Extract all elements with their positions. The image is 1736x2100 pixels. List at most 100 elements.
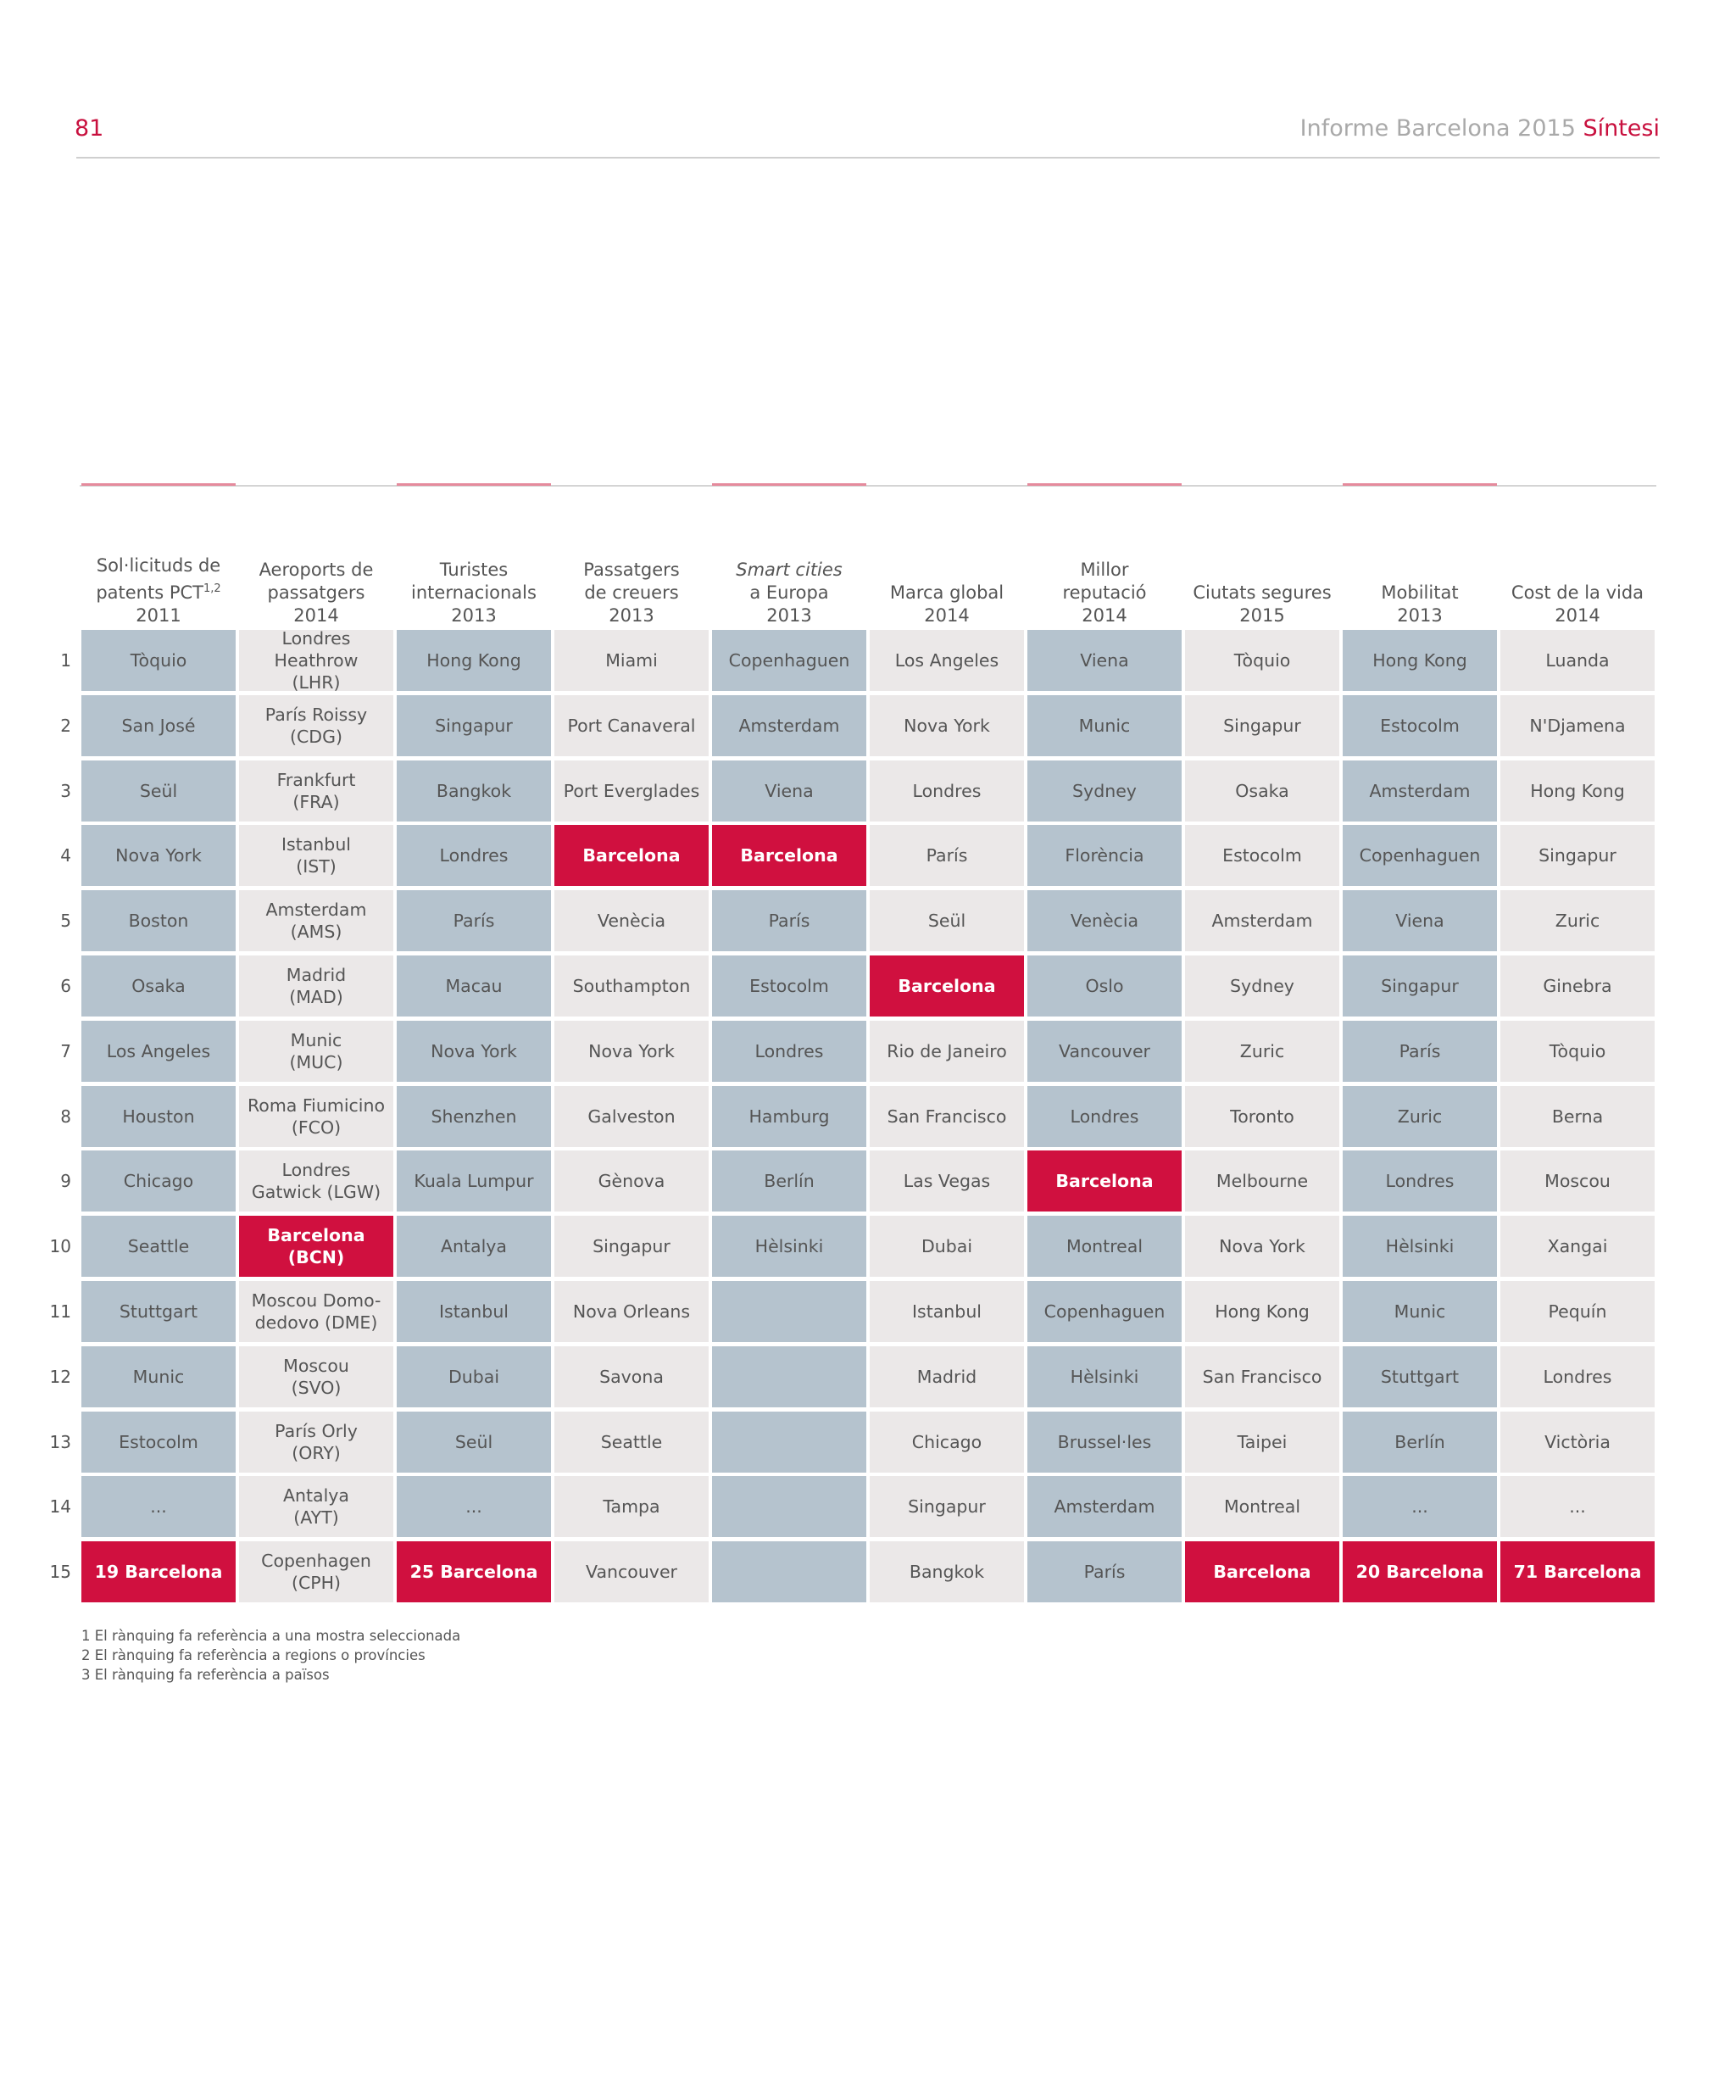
table-cell: Tòquio [1500, 1020, 1655, 1082]
table-cell: Dubai [397, 1345, 551, 1407]
column-header-year: 2011 [136, 605, 181, 626]
table-cell [712, 1476, 866, 1538]
column-header: Sol·licituds de patents PCT1,2 2011 [81, 543, 236, 627]
column-header-year: 2014 [1082, 605, 1127, 626]
highlight-cell-barcelona: 71 Barcelona [1500, 1541, 1655, 1603]
table-cell: Stuttgart [1343, 1345, 1497, 1407]
footnote-ref: 1,2 [203, 582, 221, 595]
column-header-line: patents PCT1,2 [96, 582, 221, 603]
table-cell: Venècia [554, 890, 709, 952]
table-cell: Londres [870, 760, 1024, 822]
table-cell: Seül [397, 1411, 551, 1473]
table-cell: Shenzhen [397, 1085, 551, 1147]
table-cell: Antalya (AYT) [239, 1476, 393, 1538]
column-header: Turistes internacionals 2013 [397, 543, 551, 627]
table-cell: Boston [81, 890, 236, 952]
table-cell: Venècia [1027, 890, 1182, 952]
row-number: 3 [60, 780, 71, 801]
table-cell: Copenhagen (CPH) [239, 1541, 393, 1603]
table-cell: Moscou Domo- dedovo (DME) [239, 1281, 393, 1342]
table-cell: Estocolm [81, 1411, 236, 1473]
table-cell: Istanbul [870, 1281, 1024, 1342]
column-header: Mobilitat 2013 [1343, 543, 1497, 627]
table-cell: Gènova [554, 1150, 709, 1212]
table-cell: N'Djamena [1500, 694, 1655, 756]
table-cell: Rio de Janeiro [870, 1020, 1024, 1082]
highlight-cell-barcelona: Barcelona [712, 825, 866, 887]
table-cell: Singapur [1500, 825, 1655, 887]
table-top-rule [80, 485, 1656, 487]
table-cell: Londres [712, 1020, 866, 1082]
table-cell: Singapur [397, 694, 551, 756]
table-cell: Munic [81, 1345, 236, 1407]
table-cell: Galveston [554, 1085, 709, 1147]
table-cell: Port Everglades [554, 760, 709, 822]
footnote-1: 1 El rànquing fa referència a una mostra… [81, 1628, 461, 1644]
table-cell: Luanda [1500, 630, 1655, 691]
table-cell: Melbourne [1185, 1150, 1339, 1212]
row-number: 9 [60, 1171, 71, 1192]
table-cell: Londres Heathrow (LHR) [239, 628, 393, 693]
table-cell: Seül [870, 890, 1024, 952]
highlight-cell-barcelona: Barcelona [870, 955, 1024, 1017]
table-cell: Houston [81, 1085, 236, 1147]
table-cell: Victòria [1500, 1411, 1655, 1473]
table-cell: Hèlsinki [1343, 1216, 1497, 1278]
table-cell: Stuttgart [81, 1281, 236, 1342]
table-cell: Savona [554, 1345, 709, 1407]
table-cell: Los Angeles [870, 630, 1024, 691]
table-cell: Oslo [1027, 955, 1182, 1017]
table-cell: Amsterdam [1185, 890, 1339, 952]
page-number: 81 [75, 115, 104, 142]
column-header: Aeroports de passatgers 2014 [239, 543, 393, 627]
table-cell: Taipei [1185, 1411, 1339, 1473]
table-cell: Amsterdam [712, 694, 866, 756]
column-header-line: a Europa [749, 582, 829, 603]
table-cell: Hèlsinki [1027, 1345, 1182, 1407]
table-cell: Londres [1500, 1345, 1655, 1407]
table-cell: Munic [1027, 694, 1182, 756]
highlight-cell-barcelona: 19 Barcelona [81, 1541, 236, 1603]
table-cell: París [397, 890, 551, 952]
column-header-line: Turistes [439, 560, 509, 580]
footnotes: 1 El rànquing fa referència a una mostra… [81, 1626, 460, 1685]
column-header-year: 2014 [1555, 605, 1600, 626]
table-cell: Roma Fiumicino (FCO) [239, 1085, 393, 1147]
column-header-year: 2015 [1239, 605, 1285, 626]
table-cell: Estocolm [712, 955, 866, 1017]
table-cell: Hèlsinki [712, 1216, 866, 1278]
row-number: 5 [60, 911, 71, 932]
table-cell [712, 1345, 866, 1407]
table-cell: Florència [1027, 825, 1182, 887]
table-cell: Tampa [554, 1476, 709, 1538]
table-cell: Ginebra [1500, 955, 1655, 1017]
footnote-2: 2 El rànquing fa referència a regions o … [81, 1647, 426, 1663]
table-cell: Los Angeles [81, 1020, 236, 1082]
table-cell: Moscou [1500, 1150, 1655, 1212]
table-cell: Munic (MUC) [239, 1020, 393, 1082]
column-header-year: 2014 [924, 605, 970, 626]
table-cell: Hong Kong [1343, 630, 1497, 691]
table-cell: Nova York [554, 1020, 709, 1082]
table-cell: ... [1500, 1476, 1655, 1538]
table-cell: Madrid [870, 1345, 1024, 1407]
table-cell: Chicago [81, 1150, 236, 1212]
table-cell: Hong Kong [1500, 760, 1655, 822]
table-cell: Singapur [870, 1476, 1024, 1538]
table-cell: Viena [712, 760, 866, 822]
table-cell: Londres [1343, 1150, 1497, 1212]
table-cell: Kuala Lumpur [397, 1150, 551, 1212]
table-cell: Copenhaguen [1027, 1281, 1182, 1342]
table-cell: Munic [1343, 1281, 1497, 1342]
table-cell: París Roissy (CDG) [239, 694, 393, 756]
table-cell: ... [1343, 1476, 1497, 1538]
table-cell: Londres Gatwick (LGW) [239, 1150, 393, 1212]
table-cell: Montreal [1027, 1216, 1182, 1278]
table-cell: Seattle [81, 1216, 236, 1278]
table-cell: Londres [397, 825, 551, 887]
table-cell: Amsterdam [1343, 760, 1497, 822]
table-cell: Tòquio [1185, 630, 1339, 691]
table-cell: París [1027, 1541, 1182, 1603]
table-cell: Chicago [870, 1411, 1024, 1473]
row-number: 4 [60, 845, 71, 866]
